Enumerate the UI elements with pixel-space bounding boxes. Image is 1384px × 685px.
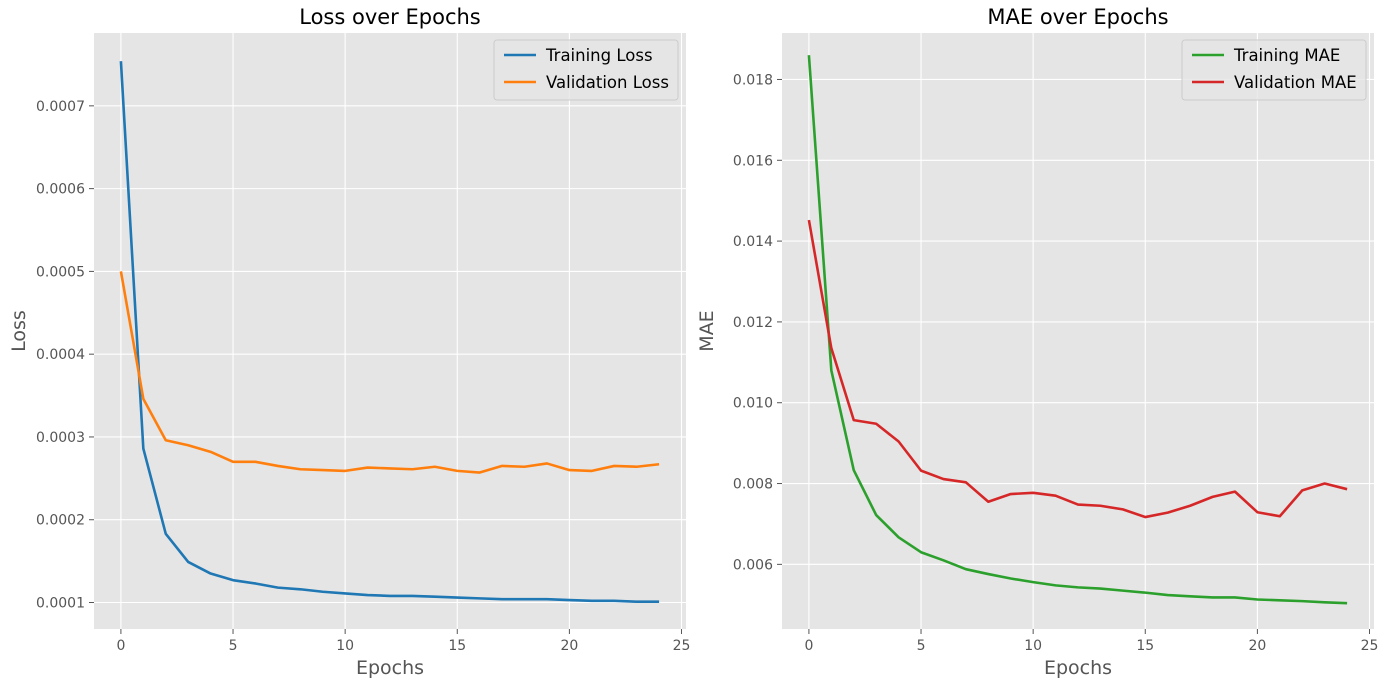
loss-ticks: 0 5 10 15 20 25 0.0001 0.0002 0.0003 0.0004 0.0005… xyxy=(36,99,690,654)
mae-y-tick-label: 0.014 xyxy=(733,234,773,250)
loss-y-tick-label: 0.0003 xyxy=(36,430,85,446)
loss-legend-label: Validation Loss xyxy=(546,73,669,92)
loss-x-tick-label: 10 xyxy=(336,638,354,654)
loss-chart-title: Loss over Epochs xyxy=(299,5,480,29)
loss-x-axis-label: Epochs xyxy=(356,657,424,679)
mae-series-line-validation-mae xyxy=(807,219,1348,519)
loss-x-tick-label: 0 xyxy=(116,638,125,654)
loss-y-tick-label: 0.0007 xyxy=(36,99,85,115)
mae-ticks: 0 5 10 15 20 25 0.006 0.008 0.010 0.012 0.014 0.016… xyxy=(733,72,1379,654)
loss-x-tick-label: 25 xyxy=(673,638,691,654)
mae-y-tick-label: 0.018 xyxy=(733,72,773,88)
mae-x-tick-label: 5 xyxy=(917,638,926,654)
mae-chart-title: MAE over Epochs xyxy=(987,5,1168,29)
mae-legend-label: Training MAE xyxy=(1233,46,1340,65)
mae-y-tick-label: 0.012 xyxy=(733,315,773,331)
loss-y-tick-label: 0.0002 xyxy=(36,513,85,529)
loss-y-tick-label: 0.0001 xyxy=(36,596,85,612)
loss-chart: 0 5 10 15 20 25 0.0001 0.0002 0.0003 0.0004 0.0005… xyxy=(8,5,690,679)
mae-x-tick-label: 25 xyxy=(1361,638,1379,654)
loss-legend: Training Loss Validation Loss xyxy=(493,39,679,101)
loss-y-tick-label: 0.0005 xyxy=(36,264,85,280)
mae-x-tick-label: 10 xyxy=(1024,638,1042,654)
mae-x-tick-label: 15 xyxy=(1136,638,1154,654)
loss-legend-box xyxy=(493,39,679,101)
loss-x-tick-label: 15 xyxy=(448,638,466,654)
mae-x-tick-label: 0 xyxy=(804,638,813,654)
mae-y-tick-label: 0.010 xyxy=(733,396,773,412)
mae-y-tick-label: 0.008 xyxy=(733,477,773,493)
loss-series-line-training-loss xyxy=(119,61,660,603)
loss-y-tick-label: 0.0004 xyxy=(36,347,85,363)
loss-x-tick-label: 20 xyxy=(560,638,578,654)
mae-plot-area xyxy=(782,33,1374,629)
mae-legend: Training MAE Validation MAE xyxy=(1181,39,1367,101)
mae-series-line-training-mae xyxy=(807,55,1348,605)
mae-y-tick-label: 0.006 xyxy=(733,557,773,573)
mae-x-tick-label: 20 xyxy=(1248,638,1266,654)
mae-legend-box xyxy=(1181,39,1367,101)
loss-series-line-validation-loss xyxy=(119,271,660,474)
mae-series xyxy=(807,55,1348,605)
mae-x-axis-label: Epochs xyxy=(1044,657,1112,679)
mae-legend-label: Validation MAE xyxy=(1234,73,1357,92)
mae-chart: 0 5 10 15 20 25 0.006 0.008 0.010 0.012 0.014 0.016… xyxy=(696,5,1378,679)
loss-legend-label: Training Loss xyxy=(545,46,653,65)
mae-y-tick-label: 0.016 xyxy=(733,153,773,169)
loss-y-axis-label: Loss xyxy=(8,310,30,352)
mae-y-axis-label: MAE xyxy=(696,310,718,351)
loss-gridlines xyxy=(94,33,686,629)
loss-y-tick-label: 0.0006 xyxy=(36,182,85,198)
loss-x-tick-label: 5 xyxy=(229,638,238,654)
loss-plot-area xyxy=(94,33,686,629)
loss-series xyxy=(119,61,660,603)
